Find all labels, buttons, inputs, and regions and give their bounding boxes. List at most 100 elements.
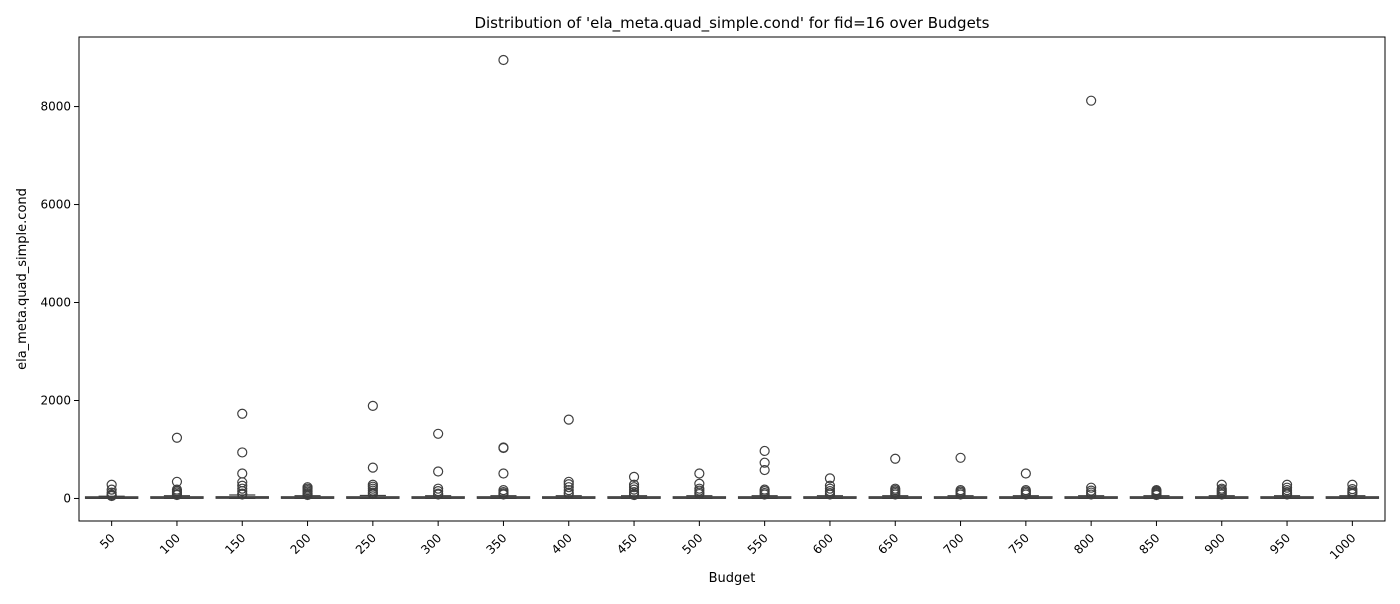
x-tick-label: 450 [614,531,640,557]
y-tick-label: 0 [63,491,71,505]
outlier-point [367,488,378,500]
outlier-point [563,488,574,500]
outlier-point [1086,482,1097,493]
y-tick-label: 6000 [40,198,71,212]
x-tick-label: 400 [549,531,575,557]
outlier-point [759,489,770,500]
outlier-point [433,466,444,477]
outlier-point [1216,489,1227,500]
x-tick-label: 150 [222,531,248,557]
outlier-point [759,457,770,468]
outlier-point [955,452,966,463]
outlier-point [694,488,705,500]
outlier-point [890,489,901,500]
outlier-point [824,489,836,500]
box-group [542,414,596,500]
outlier-point [563,476,574,487]
box-group [737,445,792,500]
outlier-point [106,479,117,490]
outlier-point [171,489,183,501]
box-group [672,468,727,500]
x-tick-label: 600 [810,531,836,557]
box-group [999,468,1053,500]
outlier-point [433,486,444,497]
outlier-point [237,468,248,479]
outlier-point [1086,489,1097,500]
x-tick-label: 300 [418,531,444,557]
y-axis-label: ela_meta.quad_simple.cond [15,188,30,370]
box-group [280,482,335,501]
outlier-point [498,468,509,479]
outlier-point [237,483,248,494]
outlier-point [106,484,117,495]
outlier-point [1347,488,1358,500]
y-tick-label: 2000 [40,393,71,407]
outlier-point [759,464,770,476]
y-tick-label: 4000 [40,296,71,310]
box-group [1325,479,1380,500]
x-tick-label: 350 [483,531,509,557]
x-tick-label: 850 [1136,531,1162,557]
outlier-point [824,473,836,484]
outlier-point [1020,489,1031,500]
outlier-point [498,442,509,454]
x-tick-label: 950 [1267,531,1293,557]
outlier-point [237,486,248,497]
outlier-point [1020,468,1031,479]
outlier-point [237,489,248,500]
box-group [215,408,269,500]
chart-title: Distribution of 'ela_meta.quad_simple.co… [474,14,989,33]
box-group [868,453,922,500]
outlier-point [694,468,705,479]
outlier-point [498,54,509,66]
outlier-point [1216,479,1227,490]
outlier-point [1086,95,1097,106]
outlier-point [171,432,183,443]
box-group [1195,479,1249,500]
outlier-point [1281,489,1293,500]
outlier-point [237,408,248,419]
x-tick-label: 250 [353,531,379,557]
outlier-point [498,489,509,500]
outlier-point [955,489,966,500]
x-tick-label: 900 [1202,531,1228,557]
outlier-point [563,485,574,496]
outlier-point [237,447,248,458]
outlier-point [628,482,640,493]
x-tick-label: 750 [1006,531,1032,557]
outlier-point [433,489,444,500]
outlier-point [1151,489,1162,501]
plot-area [78,36,1386,522]
outlier-point [433,428,444,439]
x-axis-label: Budget [709,571,756,586]
box-group [150,432,204,501]
outlier-point [628,489,640,501]
box-group [1064,95,1118,500]
outlier-point [433,483,444,494]
box-group [1129,485,1184,501]
outlier-point [890,453,901,464]
x-tick-label: 700 [941,531,967,557]
x-tick-label: 500 [679,531,705,557]
boxes-group [84,54,1380,502]
outlier-point [563,414,574,425]
x-tick-label: 550 [745,531,771,557]
outlier-point [367,462,378,473]
x-tick-label: 800 [1071,531,1097,557]
box-group [476,54,531,500]
outlier-point [1281,482,1293,493]
x-axis: 50 100 150 200 250 300 350 400 450 500 550 600 650 70… [97,521,1358,562]
outlier-point [628,471,640,483]
outlier-point [302,489,313,501]
x-tick-label: 650 [875,531,901,557]
x-tick-label: 100 [157,531,183,557]
x-tick-label: 50 [97,531,118,552]
outlier-point [106,490,117,502]
outlier-point [628,484,640,495]
box-group [1260,479,1314,500]
box-group [803,473,857,500]
outlier-point [563,482,574,493]
box-group [607,471,661,501]
box-group [933,452,988,500]
